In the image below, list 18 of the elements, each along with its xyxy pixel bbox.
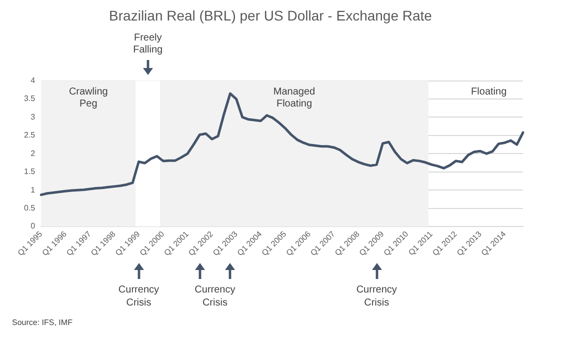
band-label: Crawling Peg	[68, 86, 108, 110]
y-tick-label: 2.5	[24, 130, 36, 140]
text: Currency Crisis	[118, 284, 160, 308]
y-tick-label: 1	[30, 185, 36, 194]
band-label: Freely Falling	[133, 32, 163, 56]
text: Currency Crisis	[356, 284, 397, 308]
y-tick-label: 1.5	[24, 167, 36, 176]
band-label: Managed Floating	[273, 86, 316, 110]
y-tick-label: 3.5	[24, 94, 36, 104]
y-tick-label: 0	[30, 222, 36, 231]
y-tick-label: 0.5	[24, 204, 36, 212]
source-note: Source: IFS, IMF	[12, 318, 73, 327]
text: Currency Crisis	[194, 284, 236, 308]
y-tick-label: 4	[30, 76, 36, 86]
y-tick-label: 3	[30, 112, 36, 122]
y-tick-label: 2	[30, 148, 36, 158]
chart-title: Brazilian Real (BRL) per US Dollar - Exchange Rate	[109, 7, 432, 24]
annotation: Floating	[471, 86, 507, 98]
